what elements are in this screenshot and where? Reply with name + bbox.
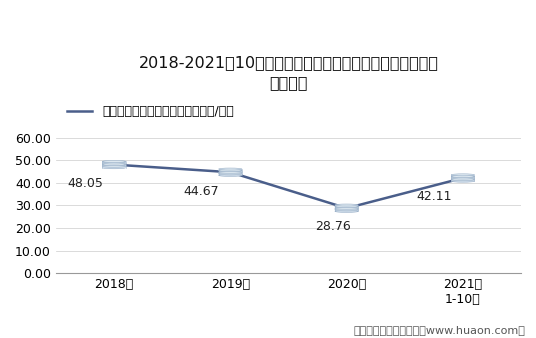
Bar (219, 174, 242, 175)
Ellipse shape (451, 174, 474, 176)
Bar (102, 165, 125, 166)
Text: 48.05: 48.05 (67, 177, 103, 190)
Ellipse shape (335, 204, 358, 206)
Ellipse shape (219, 173, 242, 175)
Bar (451, 175, 474, 176)
Ellipse shape (102, 164, 125, 166)
Ellipse shape (335, 210, 358, 212)
Ellipse shape (451, 175, 474, 177)
Ellipse shape (102, 162, 125, 164)
Text: 28.76: 28.76 (315, 219, 351, 233)
Ellipse shape (102, 164, 125, 166)
Ellipse shape (219, 173, 242, 175)
Ellipse shape (219, 174, 242, 176)
Bar (219, 172, 242, 174)
Text: 制图：华经产业研究院（www.huaon.com）: 制图：华经产业研究院（www.huaon.com） (353, 324, 525, 335)
Ellipse shape (335, 206, 358, 208)
Ellipse shape (219, 171, 242, 173)
Bar (335, 205, 358, 207)
Text: 44.67: 44.67 (183, 185, 219, 198)
Ellipse shape (219, 168, 242, 170)
Ellipse shape (219, 171, 242, 173)
Ellipse shape (102, 161, 125, 163)
Bar (335, 208, 358, 210)
Ellipse shape (335, 209, 358, 211)
Ellipse shape (335, 207, 358, 209)
Bar (451, 176, 474, 178)
Ellipse shape (451, 178, 474, 180)
Ellipse shape (451, 178, 474, 180)
Bar (451, 178, 474, 179)
Bar (219, 171, 242, 172)
Ellipse shape (219, 170, 242, 172)
Text: 42.11: 42.11 (416, 190, 451, 203)
Ellipse shape (451, 180, 474, 182)
Ellipse shape (335, 207, 358, 209)
Bar (102, 166, 125, 168)
Bar (335, 210, 358, 211)
Bar (451, 179, 474, 181)
Ellipse shape (335, 209, 358, 211)
Bar (219, 169, 242, 171)
Ellipse shape (451, 175, 474, 177)
Bar (335, 207, 358, 208)
Bar (102, 162, 125, 163)
Title: 2018-2021年10月上海国际能源交易中心中质含硫原油期货
成交均价: 2018-2021年10月上海国际能源交易中心中质含硫原油期货 成交均价 (138, 55, 438, 90)
Ellipse shape (102, 162, 125, 164)
Ellipse shape (451, 177, 474, 179)
Legend: 中质含硫原油期货成交均价（万元/手）: 中质含硫原油期货成交均价（万元/手） (62, 100, 239, 123)
Ellipse shape (451, 177, 474, 179)
Bar (102, 163, 125, 165)
Ellipse shape (219, 170, 242, 172)
Ellipse shape (102, 165, 125, 167)
Ellipse shape (102, 165, 125, 167)
Ellipse shape (335, 206, 358, 208)
Ellipse shape (102, 167, 125, 169)
